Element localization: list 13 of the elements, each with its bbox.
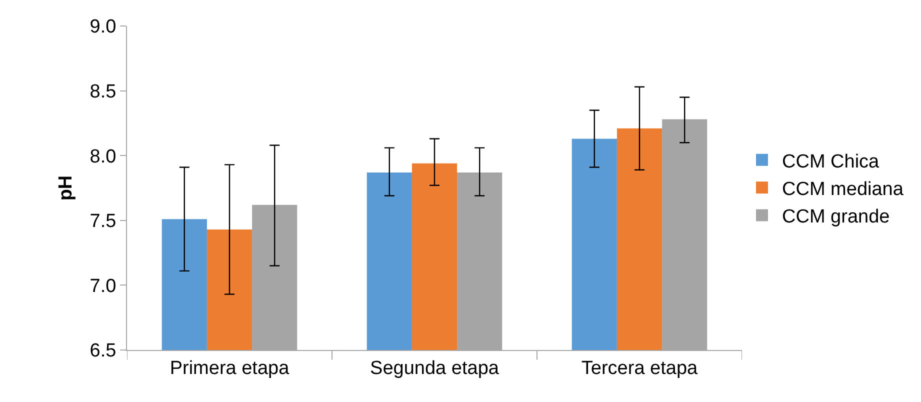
y-tick-label: 9.0	[90, 16, 116, 38]
legend-label: CCM grande	[782, 206, 890, 228]
legend-label: CCM mediana	[782, 178, 904, 200]
x-tick-label: Primera etapa	[170, 358, 290, 379]
y-axis-title: pH	[56, 175, 77, 201]
y-tick-label: 7.0	[90, 276, 116, 297]
y-tick-label: 8.0	[90, 146, 116, 168]
x-tick-label: Segunda etapa	[370, 358, 500, 379]
y-tick-label: 8.5	[90, 81, 116, 102]
y-tick-label: 6.5	[90, 340, 116, 362]
legend-label: CCM Chica	[782, 151, 880, 172]
x-tick-label: Tercera etapa	[581, 358, 698, 379]
y-tick-label: 7.5	[90, 211, 116, 232]
